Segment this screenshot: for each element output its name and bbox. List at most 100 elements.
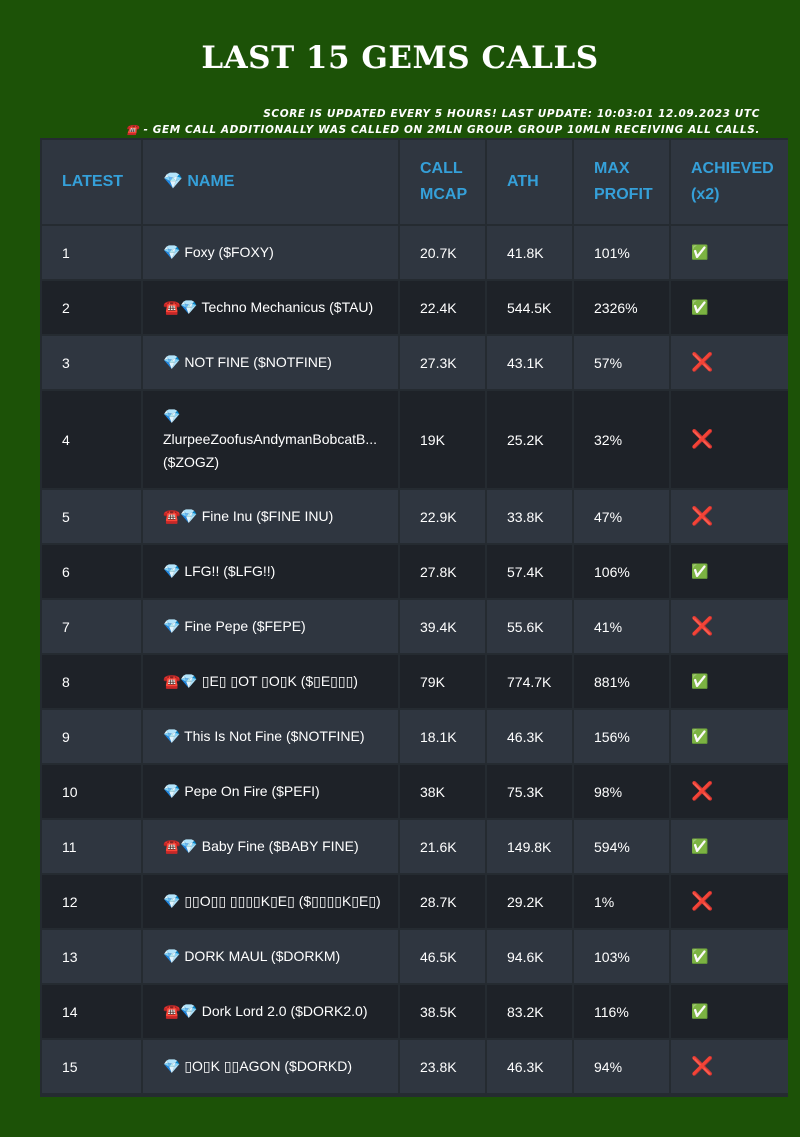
gem-name: 💎 Foxy ($FOXY)	[163, 244, 274, 260]
cell-ath: 544.5K	[487, 281, 572, 334]
cell-max-profit: 47%	[574, 490, 669, 543]
cell-name: 💎 ZlurpeeZoofusAndymanBobcatB... ($ZOGZ)	[143, 391, 398, 488]
cell-ath: 149.8K	[487, 820, 572, 873]
cell-value: 47%	[594, 508, 623, 525]
check-icon: ✅	[691, 299, 709, 315]
cell-achieved: ✅	[671, 820, 788, 873]
cell-value: 39.4K	[420, 618, 457, 635]
cell-value: 98%	[594, 783, 623, 800]
cell-name: 💎 Fine Pepe ($FEPE)	[143, 600, 398, 653]
cell-call-mcap: 39.4K	[400, 600, 485, 653]
cell-call-mcap: 27.3K	[400, 336, 485, 389]
cell-ath: 46.3K	[487, 710, 572, 763]
cell-call-mcap: 38.5K	[400, 985, 485, 1038]
cell-latest: 8	[42, 655, 141, 708]
cell-max-profit: 2326%	[574, 281, 669, 334]
check-icon: ✅	[691, 948, 709, 964]
cell-max-profit: 32%	[574, 391, 669, 488]
cell-value: 13	[62, 948, 78, 965]
cell-value: 55.6K	[507, 618, 544, 635]
gems-table: LATEST 💎 NAME CALL MCAP ATH MAX PROFIT A…	[40, 138, 788, 1097]
cross-icon: ❌	[691, 506, 714, 526]
cross-icon: ❌	[691, 781, 714, 801]
cell-value: 1%	[594, 893, 615, 910]
cell-call-mcap: 20.7K	[400, 226, 485, 279]
cell-value: 2326%	[594, 299, 638, 316]
cell-name: 💎 ▯O▯K ▯▯AGON ($DORKD)	[143, 1040, 398, 1093]
cell-achieved: ✅	[671, 985, 788, 1038]
cell-value: 5	[62, 508, 70, 525]
cell-value: 12	[62, 893, 78, 910]
update-note: SCORE IS UPDATED EVERY 5 HOURS! LAST UPD…	[263, 108, 760, 120]
cell-achieved: ❌	[671, 600, 788, 653]
cell-achieved: ❌	[671, 490, 788, 543]
header-achieved[interactable]: ACHIEVED (x2)	[671, 140, 788, 224]
cell-value: 21.6K	[420, 838, 457, 855]
cell-value: 774.7K	[507, 673, 552, 690]
cell-latest: 12	[42, 875, 141, 928]
gem-name: ☎️💎 Dork Lord 2.0 ($DORK2.0)	[163, 1003, 368, 1019]
header-latest[interactable]: LATEST	[42, 140, 141, 224]
gem-name: 💎 LFG!! ($LFG!!)	[163, 563, 276, 579]
cell-max-profit: 116%	[574, 985, 669, 1038]
cell-value: 9	[62, 728, 70, 745]
check-icon: ✅	[691, 838, 709, 854]
check-icon: ✅	[691, 728, 709, 744]
cell-achieved: ✅	[671, 281, 788, 334]
gem-name: 💎 Pepe On Fire ($PEFI)	[163, 783, 320, 799]
cell-latest: 13	[42, 930, 141, 983]
cell-name: 💎 ▯▯O▯▯ ▯▯▯▯K▯E▯ ($▯▯▯▯K▯E▯)	[143, 875, 398, 928]
cell-value: 75.3K	[507, 783, 544, 800]
cell-value: 22.9K	[420, 508, 457, 525]
cell-name: 💎 LFG!! ($LFG!!)	[143, 545, 398, 598]
cell-value: 46.3K	[507, 728, 544, 745]
cell-latest: 15	[42, 1040, 141, 1093]
cell-ath: 29.2K	[487, 875, 572, 928]
check-icon: ✅	[691, 1003, 709, 1019]
cell-latest: 4	[42, 391, 141, 488]
cell-value: 2	[62, 299, 70, 316]
cell-value: 33.8K	[507, 508, 544, 525]
gem-name: 💎 DORK MAUL ($DORKM)	[163, 948, 341, 964]
cell-value: 4	[62, 431, 70, 448]
cell-value: 22.4K	[420, 299, 457, 316]
cell-value: 28.7K	[420, 893, 457, 910]
cell-latest: 10	[42, 765, 141, 818]
cell-achieved: ❌	[671, 391, 788, 488]
cross-icon: ❌	[691, 429, 714, 449]
cell-call-mcap: 19K	[400, 391, 485, 488]
header-name[interactable]: 💎 NAME	[143, 140, 398, 224]
cell-name: ☎️💎 Techno Mechanicus ($TAU)	[143, 281, 398, 334]
cell-value: 156%	[594, 728, 630, 745]
gem-name: 💎 NOT FINE ($NOTFINE)	[163, 354, 332, 370]
cell-value: 41%	[594, 618, 623, 635]
cell-value: 103%	[594, 948, 630, 965]
cell-name: 💎 Foxy ($FOXY)	[143, 226, 398, 279]
cell-call-mcap: 22.4K	[400, 281, 485, 334]
cell-max-profit: 98%	[574, 765, 669, 818]
gem-name: 💎 ▯▯O▯▯ ▯▯▯▯K▯E▯ ($▯▯▯▯K▯E▯)	[163, 893, 381, 909]
cell-value: 594%	[594, 838, 630, 855]
cell-value: 8	[62, 673, 70, 690]
cell-max-profit: 103%	[574, 930, 669, 983]
cell-call-mcap: 23.8K	[400, 1040, 485, 1093]
cell-value: 20.7K	[420, 244, 457, 261]
header-call-mcap[interactable]: CALL MCAP	[400, 140, 485, 224]
cell-achieved: ✅	[671, 655, 788, 708]
cell-value: 57.4K	[507, 563, 544, 580]
cell-value: 3	[62, 354, 70, 371]
cell-call-mcap: 18.1K	[400, 710, 485, 763]
cell-value: 10	[62, 783, 78, 800]
cell-value: 14	[62, 1003, 78, 1020]
header-max-profit[interactable]: MAX PROFIT	[574, 140, 669, 224]
cell-value: 94.6K	[507, 948, 544, 965]
cell-max-profit: 156%	[574, 710, 669, 763]
cell-ath: 43.1K	[487, 336, 572, 389]
cell-latest: 1	[42, 226, 141, 279]
cell-latest: 6	[42, 545, 141, 598]
cell-achieved: ❌	[671, 765, 788, 818]
cell-value: 101%	[594, 244, 630, 261]
header-ath[interactable]: ATH	[487, 140, 572, 224]
cell-achieved: ❌	[671, 1040, 788, 1093]
cell-name: 💎 Pepe On Fire ($PEFI)	[143, 765, 398, 818]
